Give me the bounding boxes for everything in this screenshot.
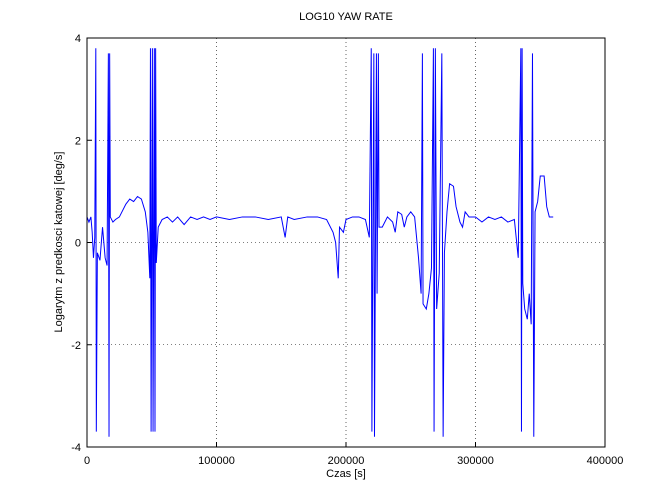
data-line (86, 48, 554, 437)
y-tick-label: 4 (75, 33, 81, 45)
y-tick-label: 0 (75, 238, 81, 250)
x-tick-label: 300000 (457, 455, 494, 467)
plot-frame (86, 37, 606, 448)
y-tick-label: -2 (71, 340, 81, 352)
x-axis-label: Czas [s] (326, 468, 366, 480)
x-tick-label: 400000 (587, 455, 624, 467)
y-tick-label: -4 (71, 442, 81, 454)
x-tick-label: 100000 (198, 455, 235, 467)
y-tick-label: 2 (75, 135, 81, 147)
chart-title: LOG10 YAW RATE (299, 11, 393, 23)
y-axis-label: Logarytm z predkosci katowej [deg/s] (53, 152, 65, 333)
x-tick-label: 200000 (328, 455, 365, 467)
x-tick-label: 0 (84, 455, 90, 467)
